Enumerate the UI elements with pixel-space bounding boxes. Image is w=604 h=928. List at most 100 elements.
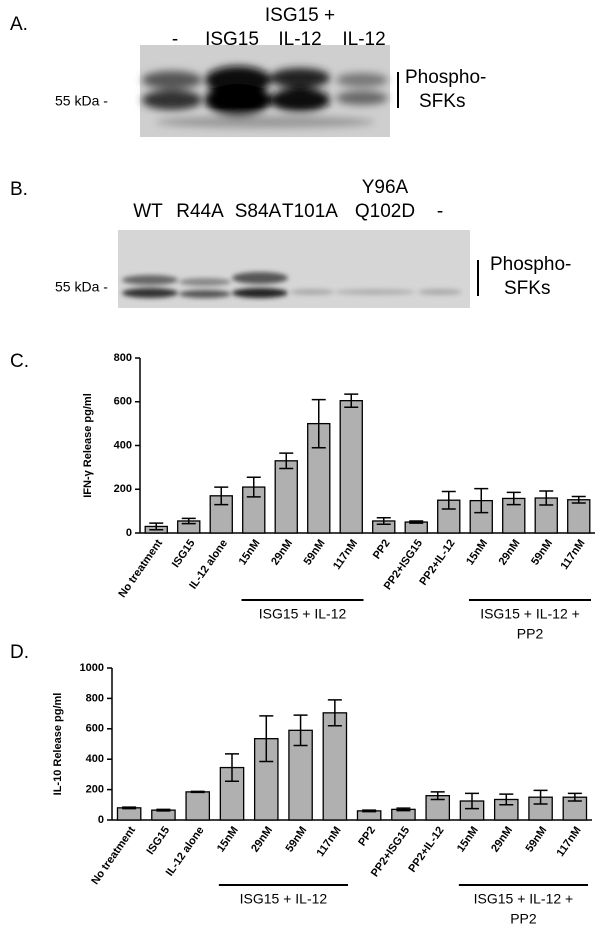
- error-bar: [122, 806, 137, 810]
- error-bar: [499, 793, 514, 806]
- x-tick-label: 59nM: [302, 538, 328, 568]
- error-bar: [311, 398, 326, 449]
- y-tick-label: 600: [114, 396, 132, 408]
- error-bar: [533, 789, 548, 805]
- error-bar: [362, 809, 377, 813]
- error-bar: [376, 516, 391, 525]
- x-tick-label: PP2: [356, 825, 378, 849]
- bar: [339, 400, 363, 534]
- blot-a: [140, 45, 390, 137]
- bar: [567, 499, 591, 534]
- x-tick-label: 59nM: [523, 825, 549, 855]
- group-label: ISG15 + IL-12: [259, 606, 347, 622]
- x-tick-label: 15nM: [464, 538, 490, 568]
- y-tick-label: 600: [86, 723, 104, 735]
- y-tick-label: 1000: [80, 662, 104, 674]
- x-tick-label: 117nM: [558, 538, 587, 572]
- error-bar: [506, 491, 521, 506]
- x-tick-label: ISG15: [170, 538, 198, 570]
- lane-label: IL-12: [278, 29, 321, 50]
- band-label: Phospho-: [490, 254, 571, 275]
- panel-label: B.: [10, 179, 28, 200]
- error-bar: [465, 792, 479, 810]
- x-tick-label: 15nM: [237, 538, 263, 568]
- error-bar: [190, 790, 205, 794]
- x-tick-label: 117nM: [331, 538, 360, 572]
- x-tick-label: 29nM: [489, 825, 515, 855]
- marker-label: 55 kDa -: [55, 93, 108, 109]
- x-tick-label: 59nM: [283, 825, 309, 855]
- error-bar: [430, 791, 445, 801]
- error-bar: [214, 486, 229, 506]
- bar: [322, 712, 348, 821]
- lane-label: R44A: [176, 201, 224, 222]
- error-bar: [279, 452, 294, 470]
- error-bar: [441, 490, 456, 510]
- lane-label: Q102D: [355, 201, 415, 222]
- panel-label: D.: [10, 642, 29, 663]
- band-label: SFKs: [504, 278, 550, 299]
- error-bar: [181, 517, 196, 525]
- group-label: ISG15 + IL-12 +: [480, 606, 580, 622]
- error-bar: [567, 792, 582, 802]
- error-bar: [396, 807, 411, 812]
- x-tick-label: 15nM: [455, 825, 481, 855]
- error-bar: [571, 495, 586, 504]
- error-bar: [293, 714, 308, 747]
- error-bar: [259, 715, 274, 763]
- bar: [185, 791, 211, 821]
- error-bar: [149, 522, 164, 531]
- blot-b: [118, 230, 470, 308]
- x-tick-label: 117nM: [315, 825, 344, 859]
- group-label: PP2: [517, 626, 544, 642]
- group-label: PP2: [510, 911, 537, 927]
- lane-label: WT: [133, 201, 163, 222]
- x-tick-label: 117nM: [555, 825, 584, 859]
- lane-label: T101A: [282, 201, 338, 222]
- y-tick-label: 0: [98, 814, 104, 826]
- lane-label: ISG15 +: [265, 5, 335, 26]
- y-tick-label: 400: [86, 753, 104, 765]
- group-label: ISG15 + IL-12: [240, 891, 328, 907]
- marker-label: 55 kDa -: [55, 279, 108, 295]
- error-bar: [246, 476, 261, 498]
- error-bar: [474, 487, 489, 514]
- bar: [116, 807, 142, 821]
- x-tick-label: 59nM: [529, 538, 555, 568]
- y-tick-label: 800: [86, 692, 104, 704]
- x-tick-label: 29nM: [269, 538, 295, 568]
- error-bar: [539, 490, 554, 506]
- panel-label: C.: [10, 351, 29, 372]
- x-tick-label: No treatment: [116, 537, 165, 600]
- group-label: ISG15 + IL-12 +: [474, 891, 574, 907]
- y-axis-label: IFN-γ Release pg/ml: [82, 393, 94, 498]
- y-tick-label: 200: [86, 784, 104, 796]
- x-tick-label: PP2: [371, 538, 393, 562]
- lane-label: ISG15: [205, 29, 259, 50]
- x-tick-label: ISG15: [145, 825, 173, 857]
- y-tick-label: 200: [114, 483, 132, 495]
- x-tick-label: No treatment: [89, 824, 138, 887]
- error-bar: [344, 393, 359, 408]
- lane-label: Y96A: [362, 177, 409, 198]
- lane-label: -: [437, 201, 443, 222]
- x-tick-label: 15nM: [215, 825, 241, 855]
- lane-label: S84A: [235, 201, 282, 222]
- y-tick-label: 400: [114, 439, 132, 451]
- band-label: Phospho-: [405, 67, 486, 88]
- x-tick-label: 29nM: [249, 825, 275, 855]
- error-bar: [409, 520, 424, 524]
- x-tick-label: 29nM: [497, 538, 523, 568]
- error-bar: [327, 699, 342, 727]
- band-label: SFKs: [419, 91, 465, 112]
- x-tick-label: PP2+IL-12: [406, 825, 446, 875]
- lane-label: -: [172, 29, 178, 50]
- error-bar: [225, 753, 239, 782]
- y-tick-label: 800: [114, 352, 132, 364]
- y-tick-label: 0: [126, 527, 132, 539]
- y-axis-label: IL-10 Release pg/ml: [52, 693, 64, 796]
- lane-label: IL-12: [342, 29, 385, 50]
- panel-label: A.: [10, 14, 28, 35]
- error-bar: [156, 808, 171, 812]
